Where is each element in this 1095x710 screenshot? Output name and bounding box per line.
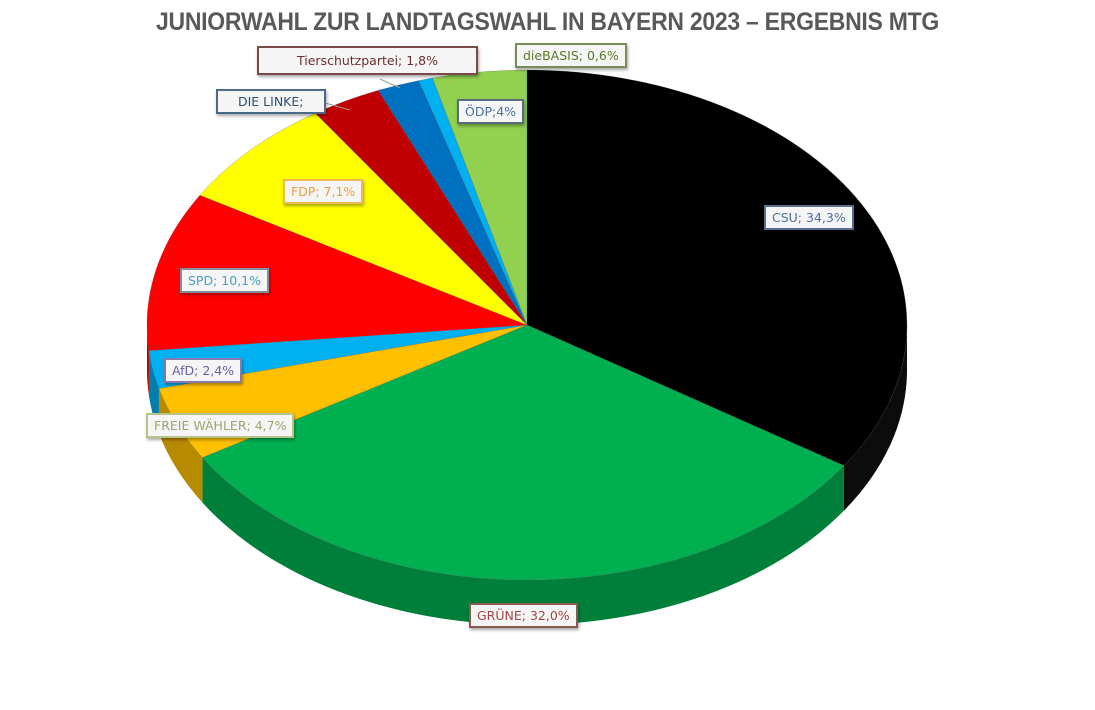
pie-slice--dp <box>432 69 528 326</box>
pie-slice-fdp <box>199 112 528 326</box>
label-fdp: FDP; 7,1% <box>283 179 364 204</box>
label-afd: AfD; 2,4% <box>164 358 243 383</box>
pie-slice-gr-ne <box>201 324 845 581</box>
pie-side-csu <box>843 325 907 511</box>
pie-slice-diebasis <box>418 77 528 326</box>
label-freie-waehler: FREIE WÄHLER; 4,7% <box>146 413 295 438</box>
chart-title: JUNIORWAHL ZUR LANDTAGSWAHL IN BAYERN 20… <box>155 8 939 36</box>
label-diebasis: dieBASIS; 0,6% <box>515 43 627 68</box>
label-csu: CSU; 34,3% <box>764 205 854 230</box>
pie-side-gr-ne <box>202 457 844 626</box>
pie-slice-spd <box>146 194 528 351</box>
label-spd: SPD; 10,1% <box>180 268 269 293</box>
pie-slice-afd <box>148 324 528 389</box>
pie-slices <box>146 69 908 581</box>
label-die-linke: DIE LINKE; <box>216 89 326 114</box>
label-gruene: GRÜNE; 32,0% <box>469 603 578 628</box>
pie-side-afd <box>148 350 159 434</box>
label-tierschutzpartei: Tierschutzpartei; 1,8% <box>257 46 478 75</box>
label-oedp: ÖDP;4% <box>457 99 525 124</box>
pie-side-spd <box>147 325 149 396</box>
pie-slice-csu <box>526 69 908 467</box>
pie-slice-tierschutzpartei <box>377 80 528 326</box>
